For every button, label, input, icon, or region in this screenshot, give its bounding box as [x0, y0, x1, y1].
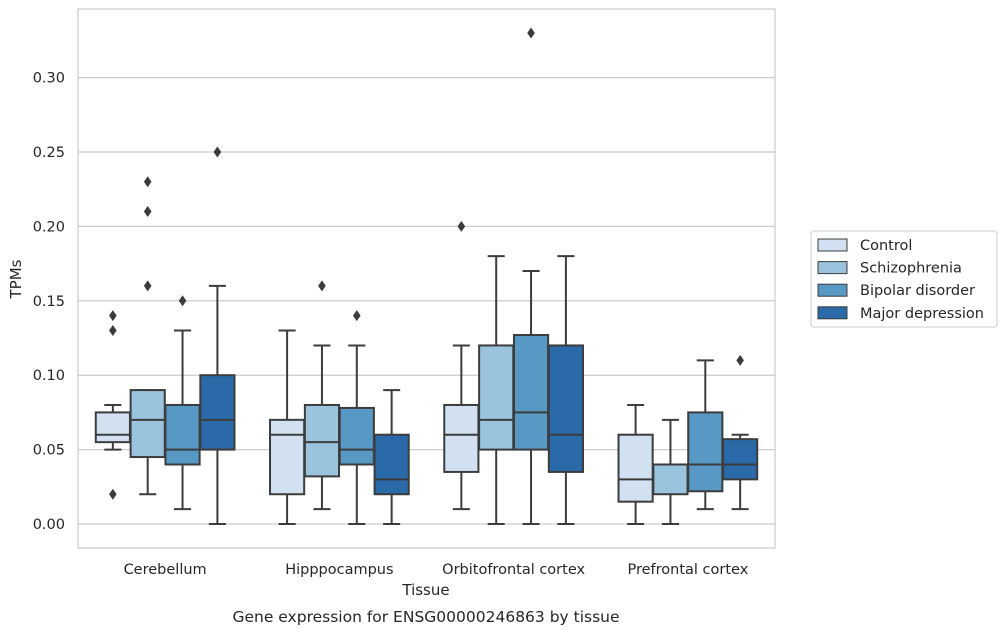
- outlier-point: [178, 295, 187, 307]
- legend-swatch: [817, 261, 848, 275]
- legend: Control Schizophrenia Bipolar disorder Majo…: [810, 230, 998, 328]
- outlier-point: [109, 325, 117, 337]
- chart-caption: Gene expression for ENSG00000246863 by t…: [232, 608, 619, 626]
- outlier-point: [527, 27, 535, 39]
- y-tick-label: 0.05: [33, 443, 65, 459]
- outlier-point: [143, 176, 152, 188]
- box: [478, 344, 515, 451]
- outlier-point: [143, 280, 152, 292]
- box: [722, 438, 759, 481]
- outlier-point: [457, 220, 466, 232]
- box: [617, 433, 654, 503]
- box-plot: [303, 280, 341, 511]
- x-tick-label: Orbitofrontal cortex: [442, 562, 585, 578]
- x-axis-label: Tissue: [401, 581, 449, 599]
- box-plot: [617, 403, 654, 525]
- box: [687, 411, 724, 493]
- box: [443, 403, 480, 473]
- box: [303, 403, 341, 478]
- box-plot: [547, 255, 584, 525]
- plot-frame: [77, 8, 776, 549]
- box: [547, 344, 584, 473]
- outlier-point: [353, 310, 361, 322]
- outlier-point: [143, 206, 152, 218]
- box-plot: [94, 310, 131, 500]
- box-plot: [512, 27, 550, 525]
- box: [129, 389, 166, 459]
- y-axis-ticks: 0.00 0.05 0.10 0.15 0.20 0.25 0.30: [33, 71, 65, 533]
- x-tick-label: Hipppocampus: [285, 562, 393, 578]
- x-tick-label: Prefrontal cortex: [627, 562, 748, 578]
- box-plot: [164, 295, 201, 511]
- box-plot: [652, 418, 689, 525]
- box-plot: [687, 359, 724, 511]
- box: [338, 406, 375, 466]
- legend-label: Schizophrenia: [860, 261, 962, 277]
- box: [199, 374, 236, 451]
- y-tick-label: 0.00: [33, 517, 65, 533]
- box: [269, 418, 306, 496]
- outlier-point: [109, 488, 117, 500]
- outlier-point: [736, 354, 744, 366]
- box: [373, 433, 410, 496]
- box-plot: [722, 354, 759, 511]
- legend-entries: Control Schizophrenia Bipolar disorder Majo…: [817, 238, 984, 322]
- y-tick-label: 0.30: [33, 71, 65, 87]
- box: [512, 334, 550, 451]
- box: [94, 411, 131, 444]
- box: [652, 463, 689, 496]
- box-plot: [443, 220, 480, 511]
- x-axis-ticks: Cerebellum Hipppocampus Orbitofrontal cort…: [124, 562, 749, 578]
- box-plots: [94, 27, 759, 525]
- outlier-point: [213, 146, 222, 158]
- legend-swatch: [817, 283, 848, 297]
- y-tick-label: 0.10: [33, 368, 65, 384]
- box-plot: [199, 146, 236, 525]
- legend-swatch: [817, 238, 848, 252]
- legend-frame: [810, 230, 998, 328]
- legend-swatch: [817, 306, 848, 320]
- x-tick-label: Cerebellum: [124, 562, 207, 578]
- outlier-point: [109, 310, 117, 322]
- box: [164, 403, 201, 466]
- legend-label: Major depression: [860, 306, 984, 322]
- y-axis-label: TPMs: [7, 259, 25, 299]
- y-tick-label: 0.20: [33, 219, 65, 235]
- legend-label: Bipolar disorder: [860, 283, 975, 299]
- y-tick-label: 0.25: [33, 145, 65, 161]
- box-plot: [269, 329, 306, 525]
- box-plot: [129, 176, 166, 496]
- box-plot: [373, 389, 410, 525]
- outlier-point: [318, 280, 326, 292]
- legend-label: Control: [860, 238, 912, 254]
- y-tick-label: 0.15: [33, 294, 65, 310]
- box-plot: [338, 310, 375, 525]
